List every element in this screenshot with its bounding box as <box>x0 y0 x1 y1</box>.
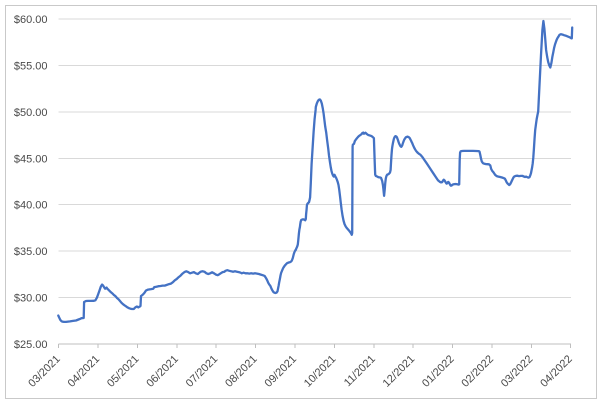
svg-text:$25.00: $25.00 <box>14 339 48 351</box>
svg-text:$45.00: $45.00 <box>14 154 48 166</box>
svg-text:09/2021: 09/2021 <box>263 353 300 390</box>
svg-text:10/2021: 10/2021 <box>302 353 339 390</box>
svg-text:07/2021: 07/2021 <box>184 353 221 390</box>
svg-text:11/2021: 11/2021 <box>342 353 378 389</box>
svg-text:01/2022: 01/2022 <box>420 353 457 390</box>
svg-text:05/2021: 05/2021 <box>105 353 142 390</box>
svg-text:12/2021: 12/2021 <box>381 353 418 390</box>
svg-text:$60.00: $60.00 <box>14 14 48 26</box>
svg-text:$50.00: $50.00 <box>14 107 48 119</box>
svg-text:04/2021: 04/2021 <box>66 353 103 390</box>
svg-text:$35.00: $35.00 <box>14 246 48 258</box>
svg-text:$30.00: $30.00 <box>14 293 48 305</box>
svg-text:08/2021: 08/2021 <box>223 353 260 390</box>
svg-text:02/2022: 02/2022 <box>459 353 496 390</box>
svg-text:03/2021: 03/2021 <box>26 353 63 390</box>
svg-text:06/2021: 06/2021 <box>144 353 181 390</box>
svg-text:$40.00: $40.00 <box>14 200 48 212</box>
svg-text:03/2022: 03/2022 <box>499 353 536 390</box>
svg-text:$55.00: $55.00 <box>14 61 48 73</box>
svg-text:04/2022: 04/2022 <box>538 353 575 390</box>
